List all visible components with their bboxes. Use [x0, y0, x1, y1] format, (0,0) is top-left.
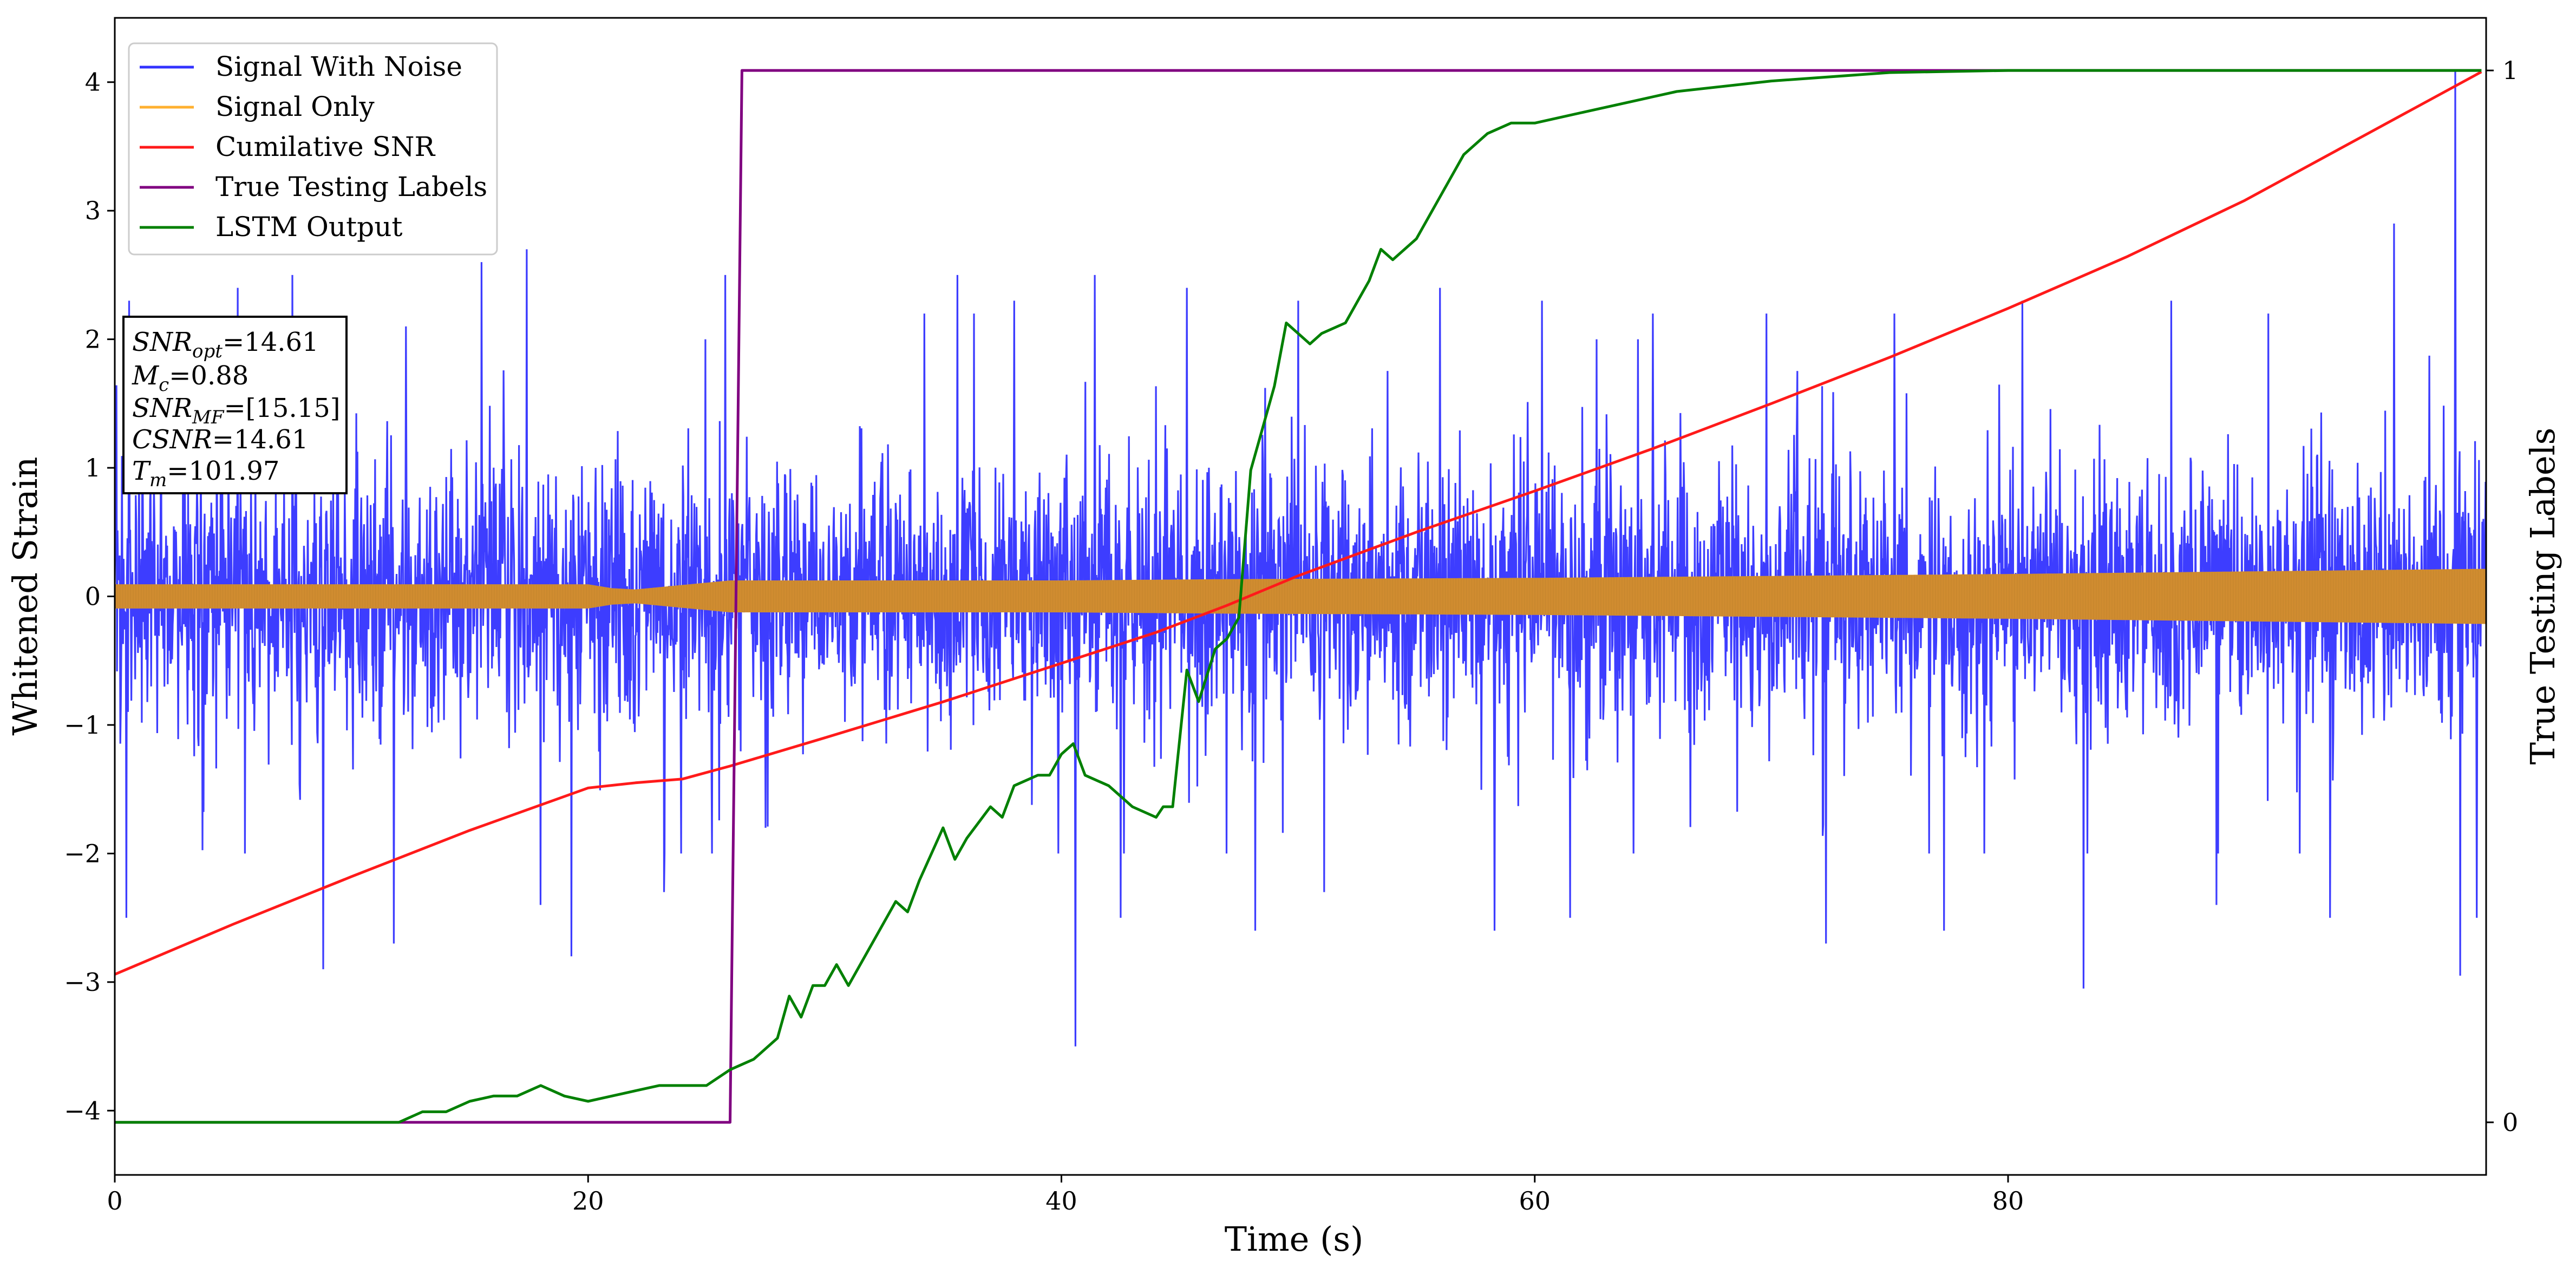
- series-layer: [115, 69, 2486, 1124]
- series-signal-only-texture: [115, 569, 2486, 624]
- legend-entry-cumilative-snr: Cumilative SNR: [140, 131, 435, 162]
- y2-tick-label: 1: [2502, 56, 2518, 85]
- annotation-line-snr-mf: SNRMF=[15.15]: [132, 393, 341, 428]
- y-tick-label: 0: [85, 582, 101, 611]
- legend-label: Cumilative SNR: [215, 131, 435, 162]
- y-tick-label: −1: [64, 710, 101, 740]
- y-tick-label: 3: [85, 196, 101, 225]
- annotation-line-csnr: CSNR=14.61: [132, 424, 308, 455]
- x-axis-label: Time (s): [1225, 1219, 1364, 1259]
- parameters-annotation: SNRopt=14.61 Mc=0.88 SNRMF=[15.15] CSNR=…: [122, 316, 348, 494]
- legend-entry-signal-with-noise: Signal With Noise: [140, 51, 462, 82]
- y-tick-label: 4: [85, 68, 101, 97]
- legend-label: LSTM Output: [215, 211, 402, 243]
- y2-tick-label: 0: [2502, 1108, 2518, 1137]
- series-true-testing-labels: [115, 69, 2482, 1124]
- y-tick-label: 1: [85, 453, 101, 482]
- annotation-line-merger-time: Tm=101.97: [132, 456, 279, 491]
- legend-entry-signal-only: Signal Only: [140, 91, 375, 122]
- x-tick-label: 60: [1519, 1186, 1551, 1216]
- x-tick-label: 20: [572, 1186, 604, 1216]
- y-tick-label: −2: [64, 839, 101, 868]
- annotation-line-snr-opt: SNRopt=14.61: [132, 327, 319, 362]
- series-cumilative-snr: [115, 70, 2482, 976]
- y-tick-label: 2: [85, 325, 101, 354]
- legend-label: Signal Only: [215, 91, 375, 122]
- legend-entry-true-testing-labels: True Testing Labels: [140, 171, 487, 202]
- annotation-line-chirp-mass: Mc=0.88: [132, 361, 249, 396]
- legend-entry-lstm-output: LSTM Output: [140, 211, 402, 243]
- y2-axis-label: True Testing Labels: [2523, 428, 2562, 765]
- y-tick-label: −4: [64, 1096, 101, 1125]
- series-lstm-output: [115, 69, 2482, 1124]
- x-tick-label: 80: [1992, 1186, 2024, 1216]
- legend: Signal With Noise Signal Only Cumilative…: [128, 42, 498, 256]
- legend-box: [128, 42, 498, 256]
- x-tick-label: 0: [107, 1186, 122, 1216]
- annotation-box: [122, 316, 348, 494]
- legend-label: True Testing Labels: [215, 171, 487, 202]
- legend-label: Signal With Noise: [215, 51, 462, 82]
- y-axis-label: Whitened Strain: [5, 457, 45, 736]
- x-tick-label: 40: [1045, 1186, 1077, 1216]
- y-tick-label: −3: [64, 968, 101, 997]
